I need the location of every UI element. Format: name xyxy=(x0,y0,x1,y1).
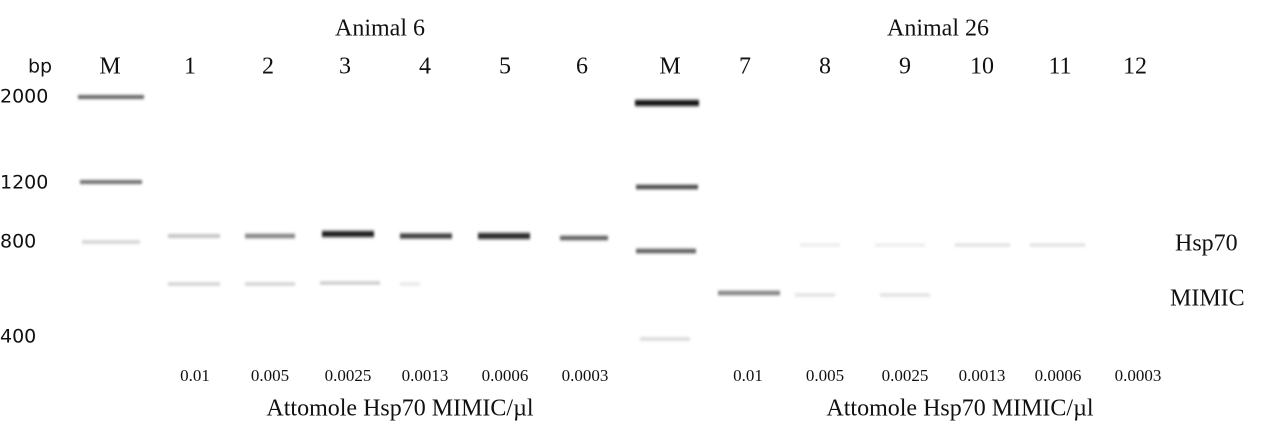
lane-label: 6 xyxy=(576,54,588,80)
band xyxy=(82,241,140,243)
lane-label: 1 xyxy=(184,54,196,80)
band xyxy=(78,96,144,99)
band xyxy=(636,249,696,253)
concentration: 0.0013 xyxy=(959,366,1006,385)
gel-figure: Animal 6Animal 26bpM123456M7891011122000… xyxy=(0,0,1278,429)
caption: Attomole Hsp70 MIMIC/µl xyxy=(826,396,1093,422)
band xyxy=(400,234,452,239)
concentration: 0.0006 xyxy=(482,366,529,385)
size-marker: 2000 xyxy=(0,86,48,108)
size-marker: 800 xyxy=(0,231,36,253)
band xyxy=(955,244,1010,246)
concentration: 0.0025 xyxy=(882,366,929,385)
band xyxy=(800,244,840,246)
band xyxy=(560,236,608,240)
size-marker: 400 xyxy=(0,326,36,348)
group-title: Animal 6 xyxy=(335,16,425,42)
band xyxy=(80,181,142,184)
concentration: 0.0013 xyxy=(402,366,449,385)
lane-label: 3 xyxy=(339,54,351,80)
group-title: Animal 26 xyxy=(887,16,989,42)
band xyxy=(718,291,780,295)
lane-label: 5 xyxy=(499,54,511,80)
concentration: 0.01 xyxy=(733,366,763,385)
lane-label: 11 xyxy=(1048,54,1071,80)
lane-label: M xyxy=(99,54,120,80)
concentration: 0.005 xyxy=(806,366,844,385)
band-label: MIMIC xyxy=(1170,286,1245,312)
band xyxy=(478,233,530,239)
band xyxy=(1030,244,1085,246)
lane-label: M xyxy=(659,54,680,80)
lane-label: 4 xyxy=(419,54,431,80)
lane-label: 10 xyxy=(970,54,994,80)
concentration: 0.01 xyxy=(180,366,210,385)
band-label: Hsp70 xyxy=(1175,231,1238,257)
concentration: 0.0003 xyxy=(562,366,609,385)
concentration: 0.0003 xyxy=(1115,366,1162,385)
lane-header: bp xyxy=(28,56,52,78)
lane-label: 12 xyxy=(1123,54,1147,80)
caption: Attomole Hsp70 MIMIC/µl xyxy=(266,396,533,422)
band xyxy=(322,231,374,237)
concentration: 0.0025 xyxy=(325,366,372,385)
band xyxy=(635,100,699,106)
band xyxy=(875,244,925,246)
lane-label: 7 xyxy=(739,54,751,80)
concentration: 0.0006 xyxy=(1035,366,1082,385)
band xyxy=(320,282,380,284)
gel-bands xyxy=(78,96,1085,341)
band xyxy=(245,283,295,285)
band xyxy=(168,235,220,238)
band xyxy=(880,294,930,296)
lane-label: 9 xyxy=(899,54,911,80)
concentration: 0.005 xyxy=(251,366,289,385)
band xyxy=(245,234,295,238)
band xyxy=(400,283,420,285)
band xyxy=(168,283,220,285)
size-marker: 1200 xyxy=(0,172,48,194)
band xyxy=(640,338,690,340)
band xyxy=(636,185,698,189)
lane-label: 2 xyxy=(262,54,274,80)
band xyxy=(795,294,835,296)
lane-label: 8 xyxy=(819,54,831,80)
